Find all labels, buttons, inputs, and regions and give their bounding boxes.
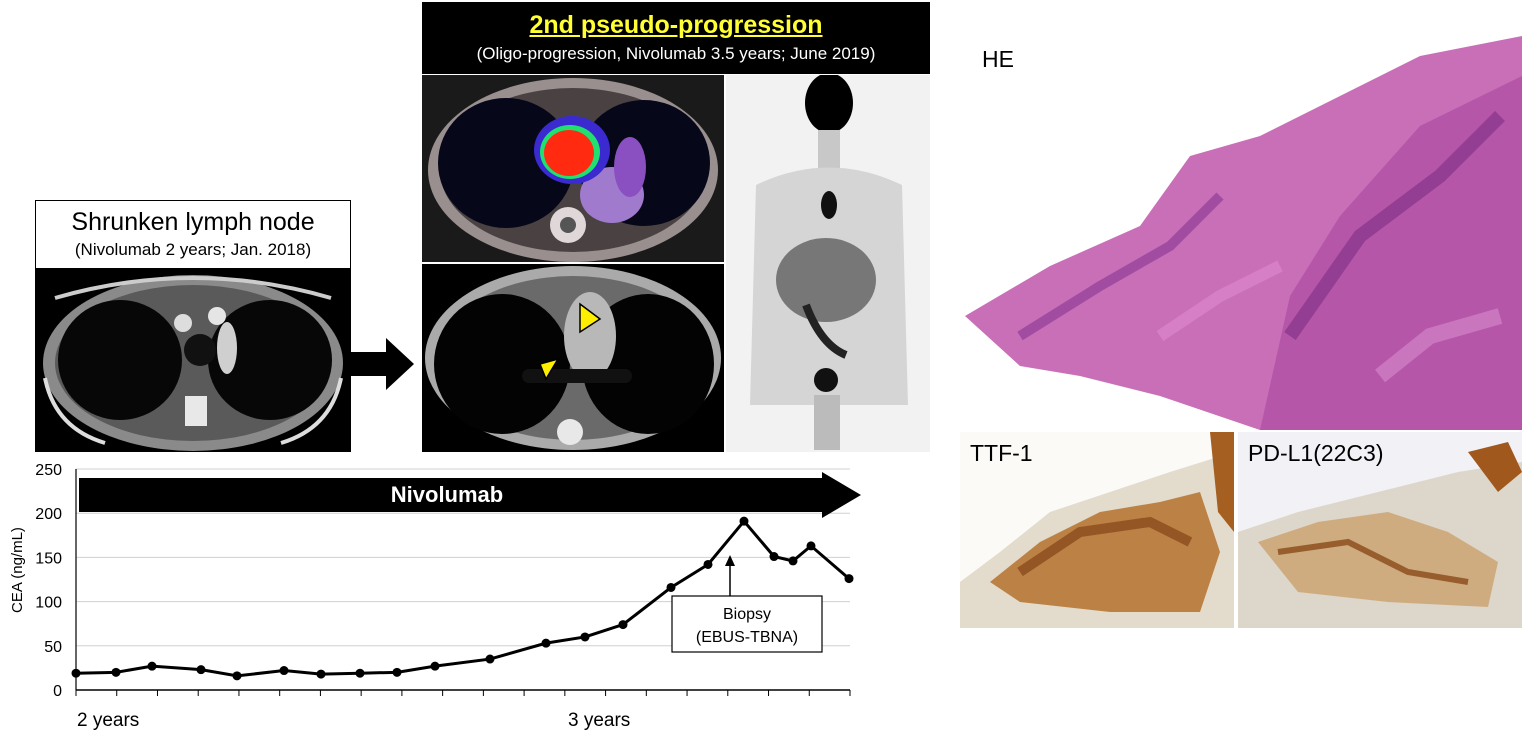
pet-header: 2nd pseudo-progression (Oligo-progressio… xyxy=(422,2,930,74)
cea-x-ticks xyxy=(75,690,851,696)
cea-y-tick-labels: 0 50 100 150 200 250 xyxy=(35,462,62,700)
cea-data-point xyxy=(430,661,440,671)
cea-data-point xyxy=(355,668,365,678)
cea-data-point xyxy=(196,665,206,675)
cea-y-tick-label: 50 xyxy=(44,639,62,656)
cea-data-points xyxy=(71,516,854,681)
right-arrow-icon xyxy=(350,338,414,390)
cea-data-point xyxy=(147,661,157,671)
pet-subtitle: (Oligo-progression, Nivolumab 3.5 years;… xyxy=(476,44,876,63)
ttf1-stain-image: TTF-1 xyxy=(960,432,1234,628)
pet-ct-fused-image xyxy=(422,75,724,262)
biopsy-label-line2: (EBUS-TBNA) xyxy=(696,629,798,646)
nivolumab-treatment-bar: Nivolumab xyxy=(79,472,861,518)
cea-data-point xyxy=(703,559,713,569)
cea-y-tick-label: 0 xyxy=(53,683,62,700)
cea-data-point xyxy=(279,666,289,676)
cea-data-point xyxy=(580,632,590,642)
ct-scan-left-image xyxy=(35,268,351,452)
cea-data-point xyxy=(666,582,676,592)
pdl1-label: PD-L1(22C3) xyxy=(1248,440,1384,466)
he-label: HE xyxy=(982,46,1014,72)
he-stain-image: HE xyxy=(960,36,1522,430)
cea-y-tick-label: 250 xyxy=(35,462,62,479)
cea-data-point xyxy=(739,516,749,526)
pet-title: 2nd pseudo-progression xyxy=(529,11,823,39)
ct-scan-center-image xyxy=(422,264,724,452)
pdl1-stain-image: PD-L1(22C3) xyxy=(1238,432,1522,628)
cea-data-point xyxy=(71,668,81,678)
nivolumab-bar-label: Nivolumab xyxy=(391,482,503,507)
cea-data-point xyxy=(541,638,551,648)
cea-data-point xyxy=(392,667,402,677)
ct-left-label-box: Shrunken lymph node (Nivolumab 2 years; … xyxy=(35,200,351,269)
ct-left-subtitle: (Nivolumab 2 years; Jan. 2018) xyxy=(74,240,312,259)
cea-data-point xyxy=(232,671,242,681)
biopsy-annotation: Biopsy (EBUS-TBNA) xyxy=(671,555,823,653)
cea-data-point xyxy=(844,574,854,584)
cea-data-point xyxy=(485,654,495,664)
cea-y-tick-label: 100 xyxy=(35,595,62,612)
biopsy-label-line1: Biopsy xyxy=(723,606,771,623)
cea-gridlines xyxy=(75,468,850,691)
cea-data-point xyxy=(806,541,816,551)
x-tick-label-2-years: 2 years xyxy=(77,710,139,731)
cea-y-tick-label: 150 xyxy=(35,550,62,567)
cea-data-point xyxy=(618,620,628,630)
ct-left-title: Shrunken lymph node xyxy=(71,208,315,236)
cea-data-point xyxy=(788,556,798,566)
pet-mip-image xyxy=(726,75,930,452)
cea-data-point xyxy=(769,552,779,562)
x-tick-label-3-years: 3 years xyxy=(568,710,630,731)
cea-line-chart: CEA (ng/mL) 0 50 100 150 200 250 Nivolumab Bi… xyxy=(9,462,861,731)
cea-data-point xyxy=(111,667,121,677)
cea-y-axis-label: CEA (ng/mL) xyxy=(9,527,26,613)
ttf1-label: TTF-1 xyxy=(970,440,1033,466)
cea-data-point xyxy=(316,669,326,679)
cea-y-tick-label: 200 xyxy=(35,506,62,523)
